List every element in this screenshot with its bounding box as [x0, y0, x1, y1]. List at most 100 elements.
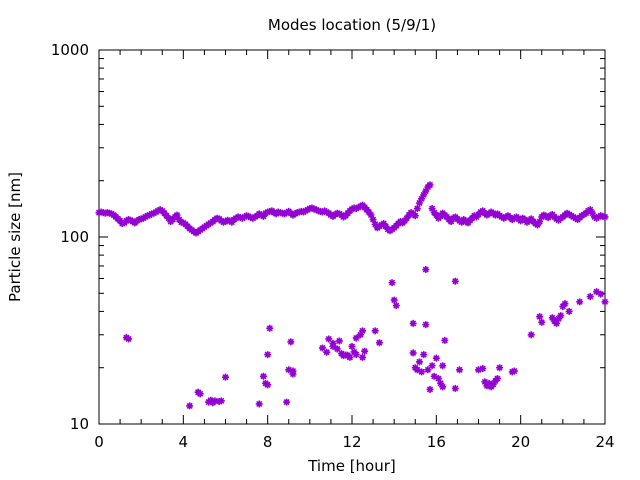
y-tick-label: 1000	[51, 41, 89, 59]
data-point	[289, 370, 297, 378]
data-point	[211, 397, 219, 405]
data-point	[287, 338, 295, 346]
data-point	[548, 314, 556, 322]
data-point	[388, 279, 396, 287]
data-point	[390, 296, 398, 304]
data-point	[555, 315, 563, 323]
data-point	[424, 366, 432, 374]
data-point	[601, 213, 609, 221]
chart-title: Modes location (5/9/1)	[268, 16, 436, 34]
data-point	[415, 358, 423, 366]
data-point	[538, 318, 546, 326]
data-point	[432, 354, 440, 362]
data-point	[601, 298, 609, 306]
data-point	[369, 216, 377, 224]
data-point	[561, 300, 569, 308]
data-point	[553, 319, 561, 327]
plot-frame	[98, 49, 606, 425]
data-point	[430, 372, 438, 380]
data-point	[285, 366, 293, 374]
data-point	[420, 351, 428, 359]
data-point	[375, 339, 383, 347]
data-point	[359, 327, 367, 335]
data-point	[422, 187, 430, 195]
data-point	[325, 335, 333, 343]
tick-labels: 0 4 8 12 16 20 24 10 100 1000	[51, 41, 615, 451]
data-point	[359, 353, 367, 361]
data-point	[434, 375, 442, 383]
data-point	[222, 373, 229, 381]
data-point	[259, 212, 267, 220]
data-point	[264, 351, 272, 359]
data-point	[475, 366, 482, 374]
data-point	[413, 205, 421, 213]
data-point	[356, 331, 364, 339]
y-axis-label: Particle size [nm]	[6, 172, 24, 302]
data-point	[597, 290, 605, 298]
data-point	[283, 398, 291, 406]
data-point	[439, 362, 447, 370]
data-point	[456, 366, 464, 374]
data-point	[329, 342, 337, 350]
data-point	[432, 211, 440, 219]
data-point	[367, 211, 375, 219]
data-point	[173, 211, 181, 219]
data-point	[348, 342, 356, 350]
data-point	[352, 334, 360, 342]
data-point	[534, 221, 542, 229]
data-point	[371, 220, 379, 228]
x-tick-label: 16	[427, 433, 446, 451]
data-point	[411, 212, 419, 220]
data-point	[371, 327, 379, 335]
data-point	[557, 312, 565, 320]
data-point	[196, 390, 204, 398]
data-point	[586, 206, 594, 214]
data-point	[352, 351, 360, 359]
data-point	[217, 397, 225, 405]
x-tick-label: 4	[179, 433, 189, 451]
data-point	[451, 384, 459, 392]
data-point	[489, 380, 497, 388]
data-point	[259, 372, 267, 380]
y-tick-label: 10	[70, 415, 89, 433]
data-point	[333, 345, 341, 353]
data-point	[165, 214, 173, 222]
data-point	[264, 381, 272, 389]
data-point	[451, 277, 459, 285]
data-point	[441, 336, 449, 344]
data-point	[335, 337, 343, 345]
x-tick-label: 12	[342, 433, 361, 451]
x-tick-label: 8	[263, 433, 273, 451]
data-point	[125, 335, 133, 343]
data-point	[447, 218, 455, 226]
data-point	[255, 400, 263, 408]
data-point	[426, 385, 434, 393]
data-point	[413, 366, 421, 374]
data-point	[426, 181, 434, 189]
data-point	[576, 298, 584, 306]
data-point	[439, 383, 447, 391]
x-tick-label: 0	[94, 433, 104, 451]
data-point	[527, 331, 535, 339]
data-point	[437, 212, 445, 220]
data-point	[428, 205, 436, 213]
data-point	[415, 199, 423, 207]
data-point	[593, 288, 601, 296]
data-points	[95, 181, 609, 410]
data-point	[428, 362, 436, 370]
data-point	[536, 313, 544, 321]
data-point	[420, 191, 428, 199]
x-axis-label: Time [hour]	[307, 457, 396, 475]
data-point	[409, 319, 417, 327]
axis-ticks	[98, 49, 606, 425]
data-point	[318, 344, 326, 352]
data-point	[392, 302, 400, 310]
data-point	[536, 218, 544, 226]
data-point	[588, 209, 596, 217]
data-point	[586, 293, 594, 301]
data-point	[565, 307, 573, 315]
data-point	[485, 379, 493, 387]
data-point	[403, 214, 411, 222]
data-point	[409, 349, 417, 357]
